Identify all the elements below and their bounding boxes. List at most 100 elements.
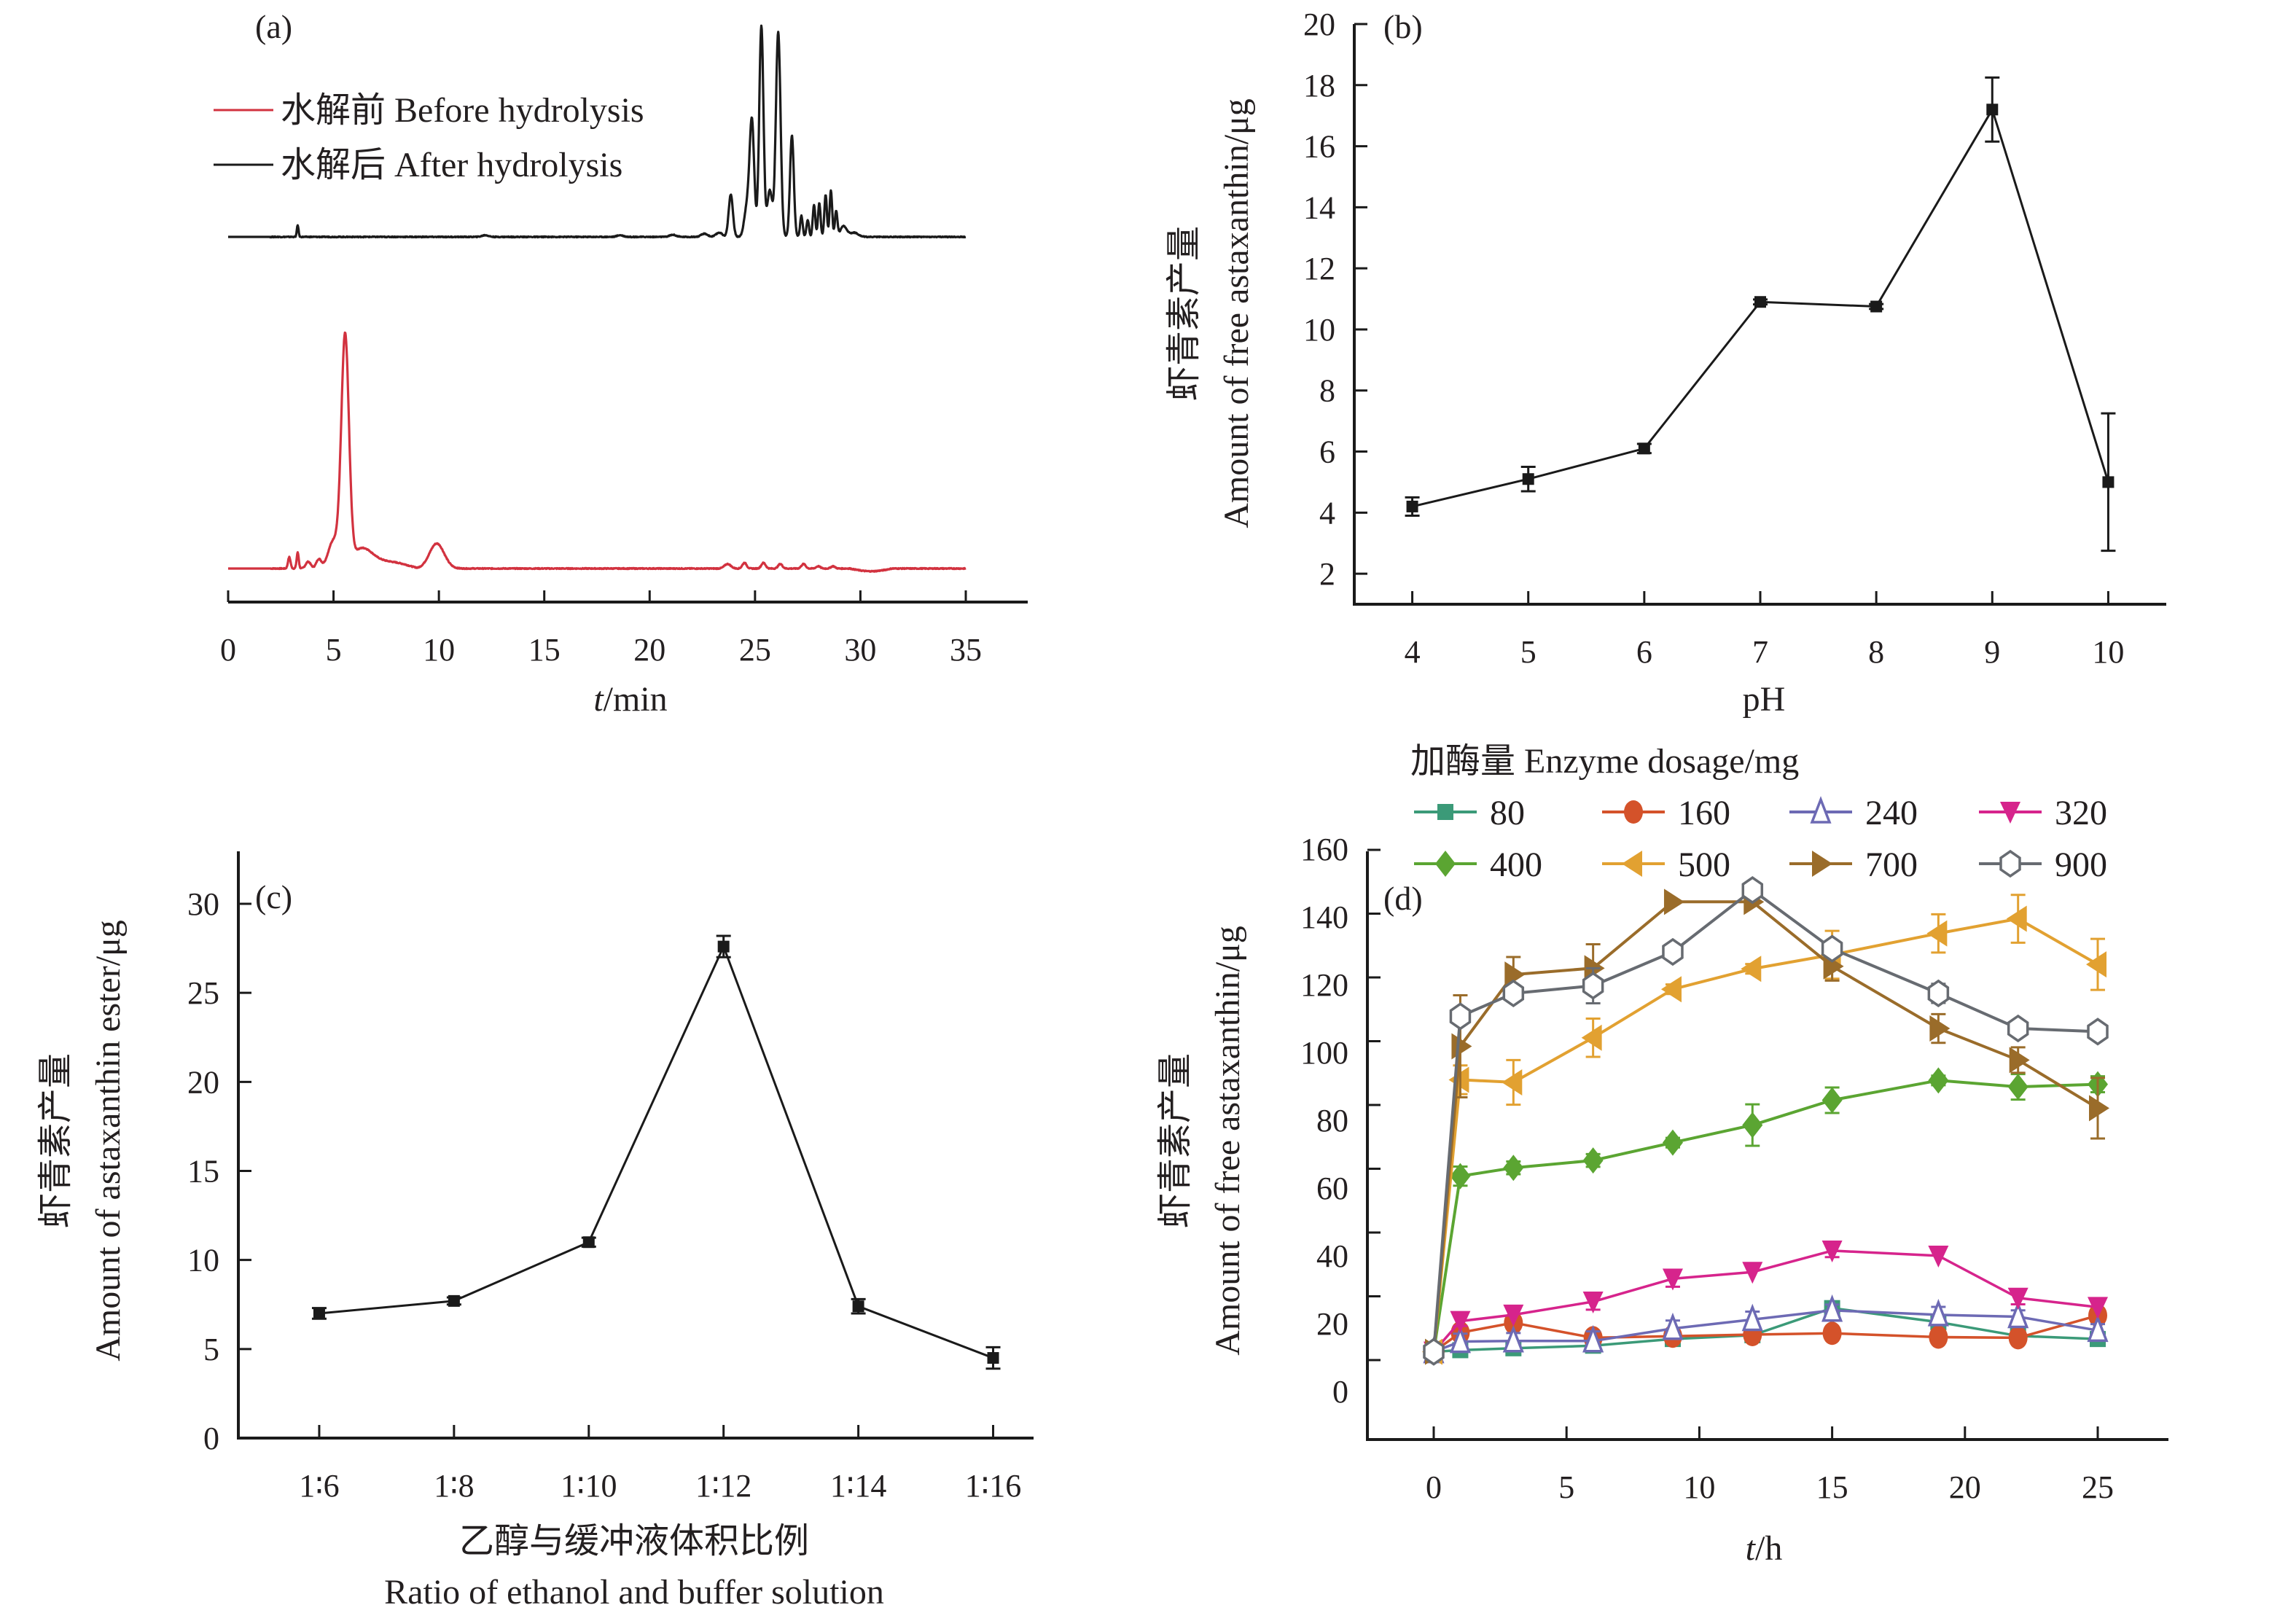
panel-b-x-tick-label: 10 — [2092, 634, 2124, 670]
panel-b-ph-chart: 2 4 6 8 10 12 14 16 18 20 4 5 6 7 8 9 10 (b) pH 虾青素产量 Am… — [1165, 7, 2166, 719]
panel-b-y-tick-label: 12 — [1303, 251, 1335, 286]
legend-item-900: 900 — [1979, 845, 2107, 884]
panel-d-x-tick-label: 10 — [1683, 1469, 1715, 1505]
panel-c-xlabel-cn: 乙醇与缓冲液体积比例 — [459, 1522, 809, 1561]
legend-label-80: 80 — [1490, 794, 1525, 832]
panel-c-y-tick-label: 0 — [203, 1421, 219, 1456]
series-900mg — [1423, 875, 2109, 1366]
data-point-700 — [1663, 888, 1684, 915]
panel-b-data-point — [1638, 442, 1650, 455]
panel-d-y-tick-label: 140 — [1300, 899, 1348, 935]
panel-a-label: (a) — [255, 8, 292, 45]
series-700mg — [1425, 888, 2109, 1365]
panel-b-y-tick-label: 6 — [1319, 434, 1335, 470]
data-point-320 — [2007, 1287, 2028, 1310]
panel-d-xlabel-var: t — [1746, 1529, 1757, 1568]
panel-b-y-tick-label: 14 — [1303, 190, 1335, 225]
data-point-900 — [1662, 937, 1684, 966]
data-point-320 — [2088, 1297, 2108, 1319]
panel-d-x-tick-label: 5 — [1558, 1469, 1574, 1505]
legend-marker-700 — [1812, 851, 1832, 877]
data-point-500 — [1741, 956, 1762, 983]
data-point-900 — [2087, 1018, 2109, 1046]
panel-d-ylabel-en: Amount of free astaxanthin/μg — [1208, 926, 1247, 1356]
data-point-400 — [1662, 1129, 1683, 1156]
data-point-900 — [2007, 1014, 2029, 1043]
data-point-500 — [1502, 1069, 1523, 1095]
data-point-320 — [1742, 1262, 1763, 1284]
panel-d-y-tick-label: 40 — [1316, 1238, 1348, 1274]
panel-b-y-tick-label: 16 — [1303, 129, 1335, 165]
data-point-500 — [1926, 920, 1948, 947]
series-line-160 — [1432, 1314, 2098, 1354]
legend-label-900: 900 — [2055, 845, 2107, 884]
data-point-900 — [1927, 979, 1950, 1008]
data-point-400 — [1503, 1155, 1524, 1182]
data-point-240 — [2007, 1300, 2029, 1329]
data-point-320 — [1662, 1268, 1683, 1291]
legend-item-80: 80 — [1414, 794, 1525, 832]
panel-c-data-point — [448, 1294, 460, 1307]
legend-item-400: 400 — [1414, 845, 1542, 884]
series-400mg — [1424, 1067, 2108, 1365]
series-80mg — [1426, 1300, 2106, 1360]
data-point-160 — [2008, 1326, 2028, 1350]
legend-item-240: 240 — [1789, 794, 1918, 832]
panel-d-legend: 80 160 240 320 400 500 700 900 — [1414, 794, 2107, 884]
panel-c-ylabel-cn: 虾青素产量 — [36, 1053, 75, 1228]
data-point-900 — [1582, 972, 1604, 1000]
series-240mg — [1423, 1294, 2109, 1364]
panel-c-x-tick-label: 1∶16 — [965, 1468, 1021, 1504]
data-point-400 — [1450, 1163, 1471, 1190]
panel-c-y-tick-label: 5 — [203, 1332, 219, 1367]
panel-d-y-tick-label: 120 — [1300, 967, 1348, 1003]
data-point-900 — [1741, 875, 1764, 905]
legend-marker-400 — [1435, 851, 1456, 877]
panel-b-series-line — [1412, 106, 2109, 508]
data-point-160 — [1822, 1321, 1842, 1346]
legend-marker-80 — [1437, 804, 1453, 820]
data-point-240 — [1662, 1312, 1684, 1340]
series-line-700 — [1432, 900, 2099, 1352]
panel-d-x-tick-label: 20 — [1949, 1469, 1981, 1505]
panel-d-y-tick-label: 160 — [1300, 832, 1348, 867]
data-point-900 — [1821, 934, 1843, 963]
legend-label-500: 500 — [1678, 845, 1730, 884]
data-point-320 — [1503, 1304, 1524, 1327]
panel-c-data-point — [313, 1307, 325, 1319]
data-point-900 — [1502, 979, 1525, 1008]
panel-a-xlabel-var: t — [593, 680, 604, 719]
data-point-320 — [1928, 1245, 1949, 1268]
panel-d-label: (d) — [1383, 880, 1423, 917]
panel-c-y-tick-label: 10 — [187, 1243, 219, 1278]
panel-b-ylabel-cn: 虾青素产量 — [1165, 226, 1203, 401]
data-point-400 — [1582, 1147, 1604, 1174]
legend-item-700: 700 — [1789, 845, 1918, 884]
series-line-900 — [1432, 888, 2098, 1352]
data-point-400 — [2007, 1074, 2028, 1101]
panel-d-legend-title: 加酶量 Enzyme dosage/mg — [1410, 742, 1799, 781]
legend-label-320: 320 — [2055, 794, 2107, 832]
data-point-320 — [1582, 1291, 1604, 1313]
legend-marker-500 — [1622, 851, 1642, 877]
panel-b-y-tick-label: 18 — [1303, 68, 1335, 104]
panel-a-x-tick-label: 35 — [950, 632, 982, 668]
series-line-400 — [1432, 1079, 2098, 1352]
panel-b-label: (b) — [1383, 8, 1423, 45]
panel-c-data-point — [987, 1352, 999, 1364]
data-point-700 — [1451, 1033, 1472, 1060]
panel-b-xlabel: pH — [1743, 680, 1786, 719]
data-point-240 — [1741, 1303, 1763, 1332]
legend-item-320: 320 — [1979, 794, 2107, 832]
panel-c-y-tick-label: 20 — [187, 1064, 219, 1100]
panel-c-label: (c) — [255, 878, 292, 915]
panel-a-x-tick-label: 30 — [844, 632, 876, 668]
series-500mg — [1422, 894, 2106, 1365]
panel-d-y-tick-label: 0 — [1332, 1374, 1348, 1410]
data-point-400 — [1821, 1087, 1843, 1114]
data-point-500 — [1448, 1066, 1469, 1093]
series-line-320 — [1432, 1249, 2098, 1353]
data-point-320 — [1821, 1240, 1843, 1262]
panel-c-x-tick-label: 1∶6 — [299, 1468, 339, 1504]
